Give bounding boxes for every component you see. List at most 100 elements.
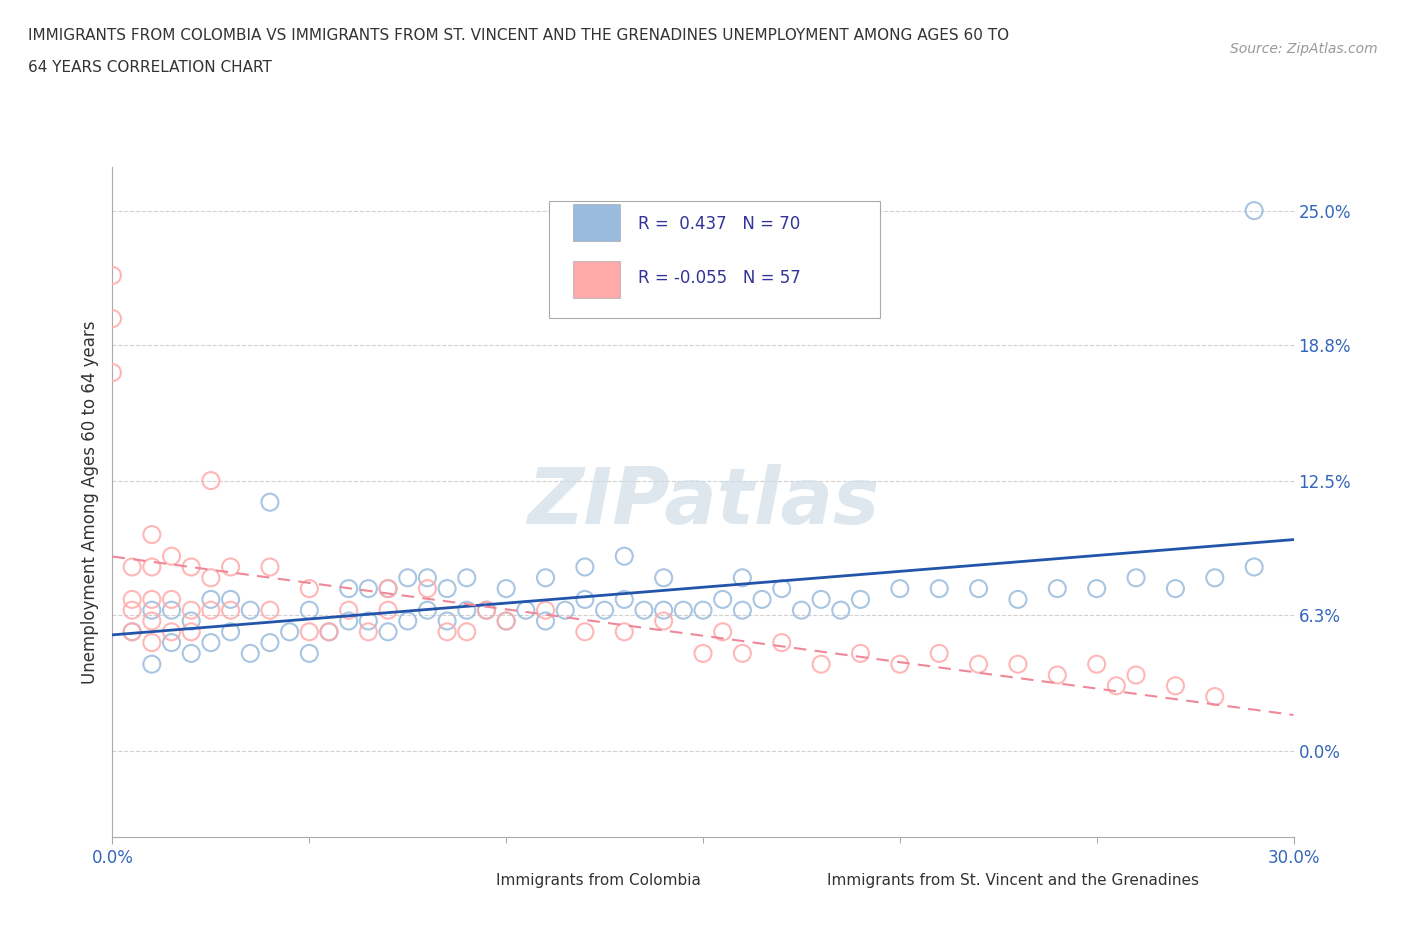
FancyBboxPatch shape xyxy=(773,867,815,894)
Y-axis label: Unemployment Among Ages 60 to 64 years: Unemployment Among Ages 60 to 64 years xyxy=(80,321,98,684)
Point xyxy=(456,603,478,618)
Point xyxy=(141,592,163,607)
Point xyxy=(337,603,360,618)
Text: 64 YEARS CORRELATION CHART: 64 YEARS CORRELATION CHART xyxy=(28,60,271,75)
Point xyxy=(141,614,163,629)
Point xyxy=(357,614,380,629)
Point xyxy=(200,473,222,488)
Point xyxy=(337,581,360,596)
Point xyxy=(357,624,380,639)
Point xyxy=(810,657,832,671)
Point xyxy=(652,603,675,618)
Point xyxy=(101,365,124,380)
Point xyxy=(1243,203,1265,218)
Point xyxy=(495,614,517,629)
FancyBboxPatch shape xyxy=(443,867,485,894)
Point xyxy=(613,592,636,607)
Point xyxy=(889,657,911,671)
Point xyxy=(396,614,419,629)
Point xyxy=(495,614,517,629)
Point xyxy=(416,570,439,585)
Point xyxy=(652,614,675,629)
Point xyxy=(711,624,734,639)
Point xyxy=(770,635,793,650)
Point xyxy=(298,603,321,618)
Point xyxy=(1046,668,1069,683)
Point xyxy=(613,549,636,564)
Point xyxy=(810,592,832,607)
Point xyxy=(534,603,557,618)
Point xyxy=(219,592,242,607)
FancyBboxPatch shape xyxy=(550,201,880,318)
Point xyxy=(219,624,242,639)
Point xyxy=(613,624,636,639)
Point xyxy=(278,624,301,639)
Point xyxy=(160,603,183,618)
Point xyxy=(967,657,990,671)
Point xyxy=(377,581,399,596)
Point xyxy=(1204,689,1226,704)
Point xyxy=(180,614,202,629)
FancyBboxPatch shape xyxy=(574,261,620,298)
Point xyxy=(751,592,773,607)
Point xyxy=(770,581,793,596)
Point xyxy=(101,268,124,283)
Point xyxy=(121,624,143,639)
Point xyxy=(239,603,262,618)
Text: Immigrants from Colombia: Immigrants from Colombia xyxy=(496,873,702,888)
Point xyxy=(160,592,183,607)
Point xyxy=(1125,668,1147,683)
Text: Source: ZipAtlas.com: Source: ZipAtlas.com xyxy=(1230,42,1378,56)
Point xyxy=(180,603,202,618)
Point xyxy=(259,560,281,575)
Point xyxy=(141,657,163,671)
Point xyxy=(692,603,714,618)
Point xyxy=(200,592,222,607)
Point xyxy=(574,560,596,575)
Point xyxy=(436,614,458,629)
Point xyxy=(200,603,222,618)
Point xyxy=(416,603,439,618)
Point xyxy=(259,495,281,510)
Point xyxy=(928,646,950,661)
Point xyxy=(239,646,262,661)
Point xyxy=(337,614,360,629)
Point xyxy=(298,624,321,639)
Point xyxy=(121,624,143,639)
Point xyxy=(731,570,754,585)
Point xyxy=(711,592,734,607)
Point xyxy=(889,581,911,596)
Point xyxy=(1007,592,1029,607)
Point xyxy=(318,624,340,639)
Point xyxy=(219,603,242,618)
Point xyxy=(554,603,576,618)
Point xyxy=(180,624,202,639)
Point xyxy=(534,614,557,629)
Point xyxy=(219,560,242,575)
Point xyxy=(160,624,183,639)
Point xyxy=(1243,560,1265,575)
Point xyxy=(495,581,517,596)
Point xyxy=(200,570,222,585)
Point xyxy=(200,635,222,650)
Point xyxy=(1125,570,1147,585)
Point xyxy=(160,635,183,650)
FancyBboxPatch shape xyxy=(574,205,620,241)
Text: ZIPatlas: ZIPatlas xyxy=(527,464,879,540)
Text: IMMIGRANTS FROM COLOMBIA VS IMMIGRANTS FROM ST. VINCENT AND THE GRENADINES UNEMP: IMMIGRANTS FROM COLOMBIA VS IMMIGRANTS F… xyxy=(28,28,1010,43)
Point xyxy=(377,624,399,639)
Point xyxy=(475,603,498,618)
Point xyxy=(672,603,695,618)
Point xyxy=(377,603,399,618)
Point xyxy=(593,603,616,618)
Point xyxy=(849,592,872,607)
Point xyxy=(1204,570,1226,585)
Point xyxy=(731,646,754,661)
Text: R =  0.437   N = 70: R = 0.437 N = 70 xyxy=(638,216,800,233)
Point xyxy=(141,603,163,618)
Point xyxy=(141,527,163,542)
Point xyxy=(436,581,458,596)
Point xyxy=(1085,657,1108,671)
Point xyxy=(121,560,143,575)
Point xyxy=(475,603,498,618)
